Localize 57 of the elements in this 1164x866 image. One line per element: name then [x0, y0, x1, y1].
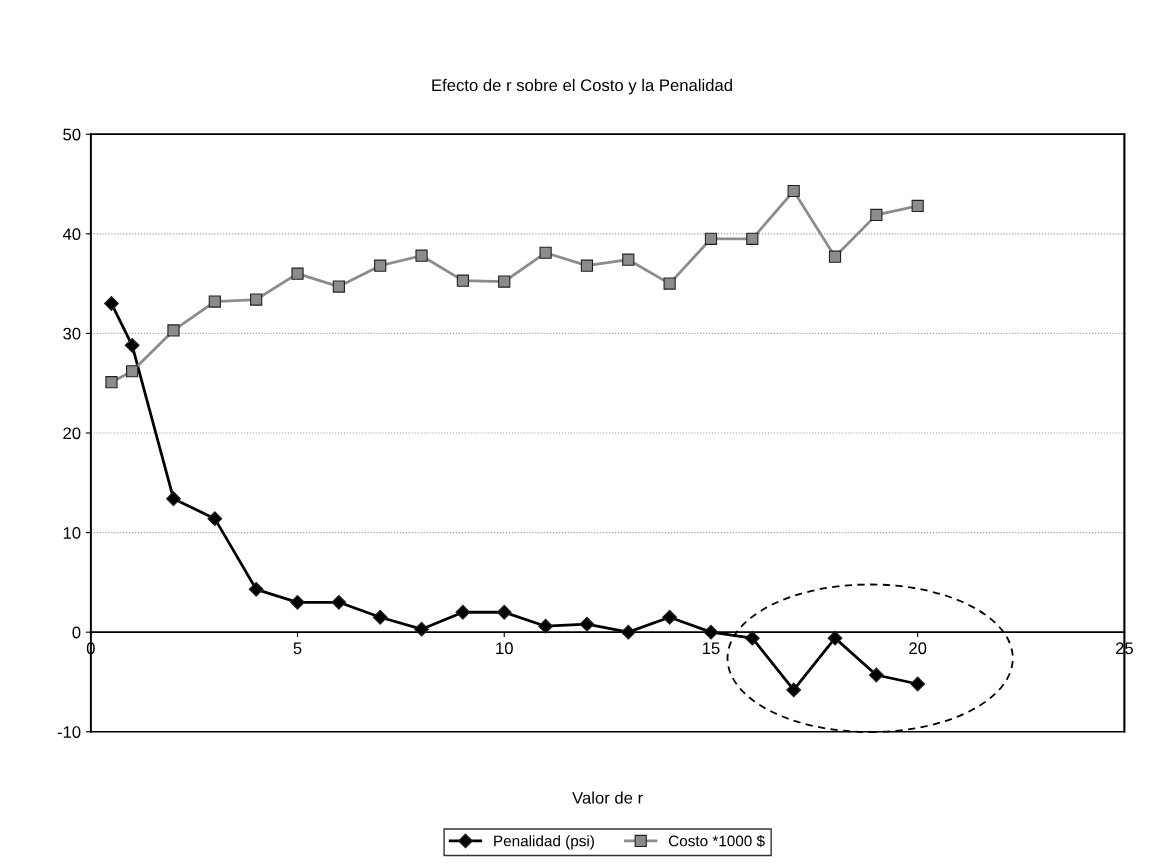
legend-label: Costo *1000 $ — [668, 834, 765, 848]
point — [744, 630, 760, 646]
point — [104, 296, 119, 311]
chart-title: Efecto de r sobre el Costo y la Penalidad — [432, 78, 732, 95]
point — [828, 250, 842, 263]
y-tick-label: 30 — [63, 327, 81, 340]
x-tick-label: 5 — [293, 642, 302, 655]
point — [415, 249, 428, 262]
point — [662, 609, 678, 625]
y-tick-label: -10 — [57, 726, 81, 738]
point — [910, 676, 926, 692]
point — [786, 682, 802, 698]
point — [538, 618, 554, 634]
point — [372, 609, 388, 625]
point — [291, 267, 304, 280]
point — [622, 253, 635, 266]
point — [331, 594, 347, 610]
point — [166, 491, 181, 507]
point — [167, 324, 180, 337]
y-tick-label: 40 — [62, 228, 81, 241]
point — [498, 275, 511, 288]
legend-label: Penalidad (psi) — [494, 835, 594, 850]
point — [207, 511, 223, 527]
point — [911, 199, 924, 213]
point — [868, 667, 884, 683]
y-tick-label: 0 — [72, 626, 81, 639]
y-tick-label: 10 — [63, 526, 81, 539]
point — [620, 624, 636, 640]
point — [248, 581, 264, 597]
point — [787, 184, 800, 198]
point — [290, 594, 305, 610]
point — [124, 337, 140, 353]
point — [703, 624, 719, 640]
x-tick-label: 15 — [702, 642, 720, 655]
point — [746, 232, 759, 245]
point — [126, 365, 139, 378]
point — [580, 259, 594, 272]
point — [579, 616, 595, 632]
point — [704, 232, 718, 245]
point — [496, 604, 512, 620]
y-tick-label: 20 — [63, 427, 81, 440]
point — [250, 293, 263, 306]
point — [870, 208, 883, 222]
x-axis-title: Valor de r — [572, 791, 643, 804]
point — [539, 246, 552, 259]
x-tick-label: 20 — [909, 642, 927, 655]
point — [827, 630, 843, 646]
point — [332, 280, 345, 293]
point — [105, 376, 118, 389]
point — [374, 259, 387, 272]
y-tick-label: 50 — [63, 128, 81, 141]
x-tick-label: 10 — [496, 642, 513, 655]
point — [208, 295, 221, 308]
point — [414, 621, 429, 637]
point — [663, 277, 676, 290]
point — [456, 274, 470, 287]
point — [455, 604, 471, 620]
